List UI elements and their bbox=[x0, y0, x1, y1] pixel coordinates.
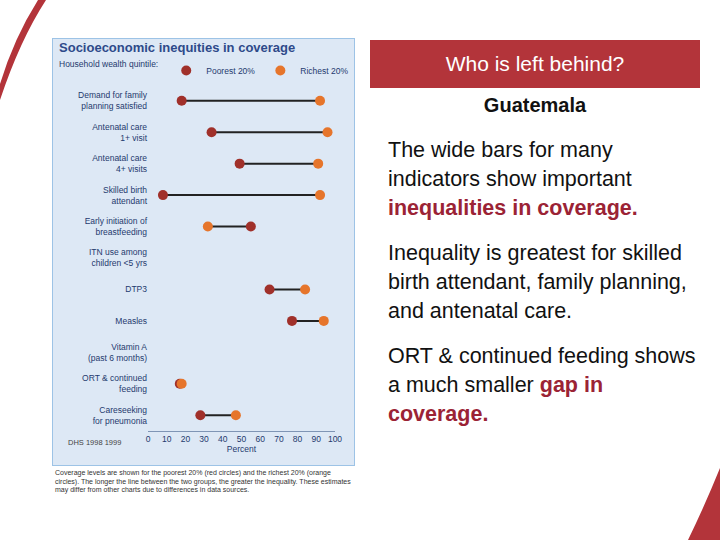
html-text:Coverage levels are shown for: Coverage levels are shown for the poores… bbox=[55, 469, 351, 493]
svg-text:Careseekingfor pneumonia: Careseekingfor pneumonia bbox=[93, 405, 148, 426]
html-text:The wide bars for many indicat: The wide bars for many indicators show i… bbox=[388, 138, 632, 191]
svg-text:Antenatal care1+ visit: Antenatal care1+ visit bbox=[92, 122, 147, 143]
svg-text:10: 10 bbox=[162, 434, 172, 444]
svg-text:Vitamin A(past 6 months): Vitamin A(past 6 months) bbox=[88, 342, 147, 363]
html-text:inequalities in coverage.: inequalities in coverage. bbox=[388, 196, 638, 220]
svg-text:30: 30 bbox=[199, 434, 209, 444]
svg-text:100: 100 bbox=[328, 434, 342, 444]
svg-text:40: 40 bbox=[218, 434, 228, 444]
svg-text:Demand for familyplanning sati: Demand for familyplanning satisfied bbox=[78, 90, 148, 111]
svg-text:Socioeconomic inequities in co: Socioeconomic inequities in coverage bbox=[59, 40, 295, 55]
svg-text:Household wealth quintile:: Household wealth quintile: bbox=[59, 59, 158, 69]
svg-text:Measles: Measles bbox=[115, 316, 147, 326]
svg-text:Early initiation ofbreastfeedi: Early initiation ofbreastfeeding bbox=[85, 216, 148, 237]
svg-text:60: 60 bbox=[255, 434, 265, 444]
svg-text:DTP3: DTP3 bbox=[125, 284, 147, 294]
html-text:ORT & continued feeding shows: ORT & continued feeding shows a much sma… bbox=[388, 344, 696, 426]
svg-text:50: 50 bbox=[237, 434, 247, 444]
svg-text:Antenatal care4+ visits: Antenatal care4+ visits bbox=[92, 153, 147, 174]
svg-text:Percent: Percent bbox=[227, 444, 257, 454]
svg-text:Skilled birthattendant: Skilled birthattendant bbox=[103, 185, 148, 206]
svg-text:Poorest 20%: Poorest 20% bbox=[206, 66, 255, 76]
html-text:Guatemala: Guatemala bbox=[483, 94, 587, 116]
svg-text:Richest 20%: Richest 20% bbox=[300, 66, 348, 76]
html-text:Inequality is greatest for ski: Inequality is greatest for skilled birth… bbox=[388, 241, 687, 323]
svg-text:70: 70 bbox=[274, 434, 284, 444]
svg-text:DHS 1998 1999: DHS 1998 1999 bbox=[68, 438, 121, 447]
svg-text:ITN use amongchildren <5 yrs: ITN use amongchildren <5 yrs bbox=[89, 247, 147, 268]
svg-text:80: 80 bbox=[293, 434, 303, 444]
svg-text:20: 20 bbox=[181, 434, 191, 444]
svg-text:ORT & continuedfeeding: ORT & continuedfeeding bbox=[82, 373, 147, 394]
svg-text:0: 0 bbox=[146, 434, 151, 444]
svg-text:90: 90 bbox=[312, 434, 322, 444]
html-text:Who is left behind?: Who is left behind? bbox=[445, 52, 625, 75]
